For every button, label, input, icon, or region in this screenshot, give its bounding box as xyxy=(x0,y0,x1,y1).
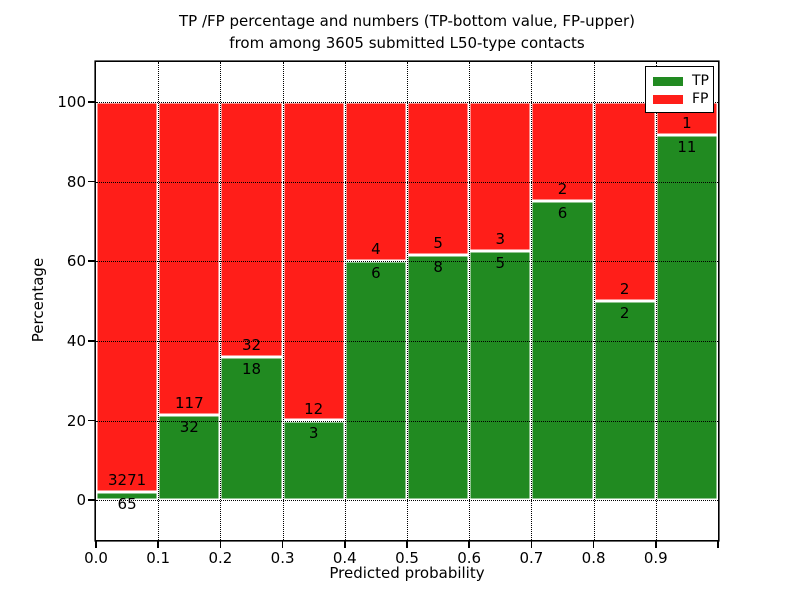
fp-count-label-0: 3271 xyxy=(108,471,147,490)
fp-count-label-1: 117 xyxy=(174,393,204,412)
x-tick-label-0.6: 0.6 xyxy=(457,549,482,567)
x-tick-mark-1 xyxy=(157,541,159,548)
tp-count-label-4: 6 xyxy=(371,264,381,283)
vertical-gridline-0.2 xyxy=(220,62,222,540)
vertical-gridline-0.7 xyxy=(531,62,533,540)
bar-segment-fp-0 xyxy=(96,101,159,493)
horizontal-gridline-40 xyxy=(96,340,718,342)
y-tick-label-0: 0 xyxy=(76,491,86,510)
y-tick-label-60: 60 xyxy=(66,252,86,271)
y-tick-label-100: 100 xyxy=(57,92,86,111)
y-tick-mark-80 xyxy=(88,180,96,183)
x-tick-mark-10 xyxy=(717,541,719,548)
tp-count-label-6: 5 xyxy=(495,254,506,273)
vertical-gridline-0.4 xyxy=(344,62,346,540)
bar-segment-tp-3 xyxy=(282,420,345,501)
fp-count-label-6: 3 xyxy=(495,230,506,249)
bar-segment-tp-4 xyxy=(344,261,407,501)
x-tick-label-0.0: 0.0 xyxy=(84,549,108,567)
bar-segment-fp-1 xyxy=(158,101,221,415)
fp-count-label-3: 12 xyxy=(304,399,324,418)
bar-segment-tp-2 xyxy=(220,356,283,501)
vertical-gridline-0.8 xyxy=(593,62,595,540)
horizontal-gridline-80 xyxy=(96,181,718,183)
tp-color-swatch-icon xyxy=(653,76,683,86)
chart-title-line-2: from among 3605 submitted L50-type conta… xyxy=(229,34,585,52)
vertical-gridline-0.6 xyxy=(469,62,471,540)
x-tick-mark-5 xyxy=(406,541,408,548)
x-tick-label-0.4: 0.4 xyxy=(332,549,357,567)
vertical-gridline-0.5 xyxy=(407,62,408,540)
bar-segment-fp-6 xyxy=(469,101,532,252)
horizontal-gridline-60 xyxy=(96,261,718,263)
chart-title-line-1: TP /FP percentage and numbers (TP-bottom… xyxy=(179,12,635,30)
y-tick-mark-20 xyxy=(88,419,96,422)
x-tick-label-0.9: 0.9 xyxy=(643,549,668,567)
x-tick-mark-8 xyxy=(592,541,595,548)
tp-count-label-1: 32 xyxy=(179,417,199,436)
bar-segment-tp-5 xyxy=(407,255,470,501)
y-tick-label-80: 80 xyxy=(66,172,86,191)
bar-segment-fp-7 xyxy=(531,101,594,202)
x-tick-label-0.8: 0.8 xyxy=(581,549,606,567)
x-tick-mark-3 xyxy=(281,541,284,548)
x-tick-label-0.2: 0.2 xyxy=(208,549,233,567)
vertical-gridline-0.9 xyxy=(655,62,657,540)
vertical-gridline-0.1 xyxy=(158,62,160,540)
horizontal-gridline-100 xyxy=(96,101,718,103)
bar-segment-fp-5 xyxy=(407,101,470,256)
fp-count-label-9: 1 xyxy=(682,114,692,133)
x-tick-label-0.5: 0.5 xyxy=(395,549,419,567)
horizontal-gridline-0 xyxy=(96,500,718,502)
x-tick-mark-4 xyxy=(344,541,346,548)
x-tick-label-0.7: 0.7 xyxy=(519,549,544,567)
bar-segment-tp-8 xyxy=(593,301,656,501)
y-tick-label-20: 20 xyxy=(66,411,86,430)
x-tick-mark-0 xyxy=(95,541,97,548)
y-tick-label-40: 40 xyxy=(66,331,86,350)
legend-entry-fp: FP xyxy=(646,90,713,108)
tp-count-label-7: 6 xyxy=(557,204,568,223)
legend-label-tp: TP xyxy=(692,73,709,89)
y-tick-mark-40 xyxy=(88,340,96,342)
x-tick-mark-6 xyxy=(468,541,470,548)
x-tick-mark-9 xyxy=(655,541,657,548)
bar-segment-fp-2 xyxy=(220,101,283,357)
x-tick-label-0.1: 0.1 xyxy=(146,549,171,567)
vertical-gridline-0.3 xyxy=(282,62,284,540)
bar-segment-tp-9 xyxy=(655,135,718,501)
legend-entry-tp: TP xyxy=(646,72,713,90)
y-tick-mark-0 xyxy=(88,499,96,501)
tp-count-label-5: 8 xyxy=(433,258,443,277)
bar-segment-tp-6 xyxy=(469,251,532,501)
y-tick-mark-100 xyxy=(88,101,96,103)
legend-label-fp: FP xyxy=(692,91,709,107)
x-tick-mark-7 xyxy=(530,541,533,548)
y-axis-label: Percentage xyxy=(29,257,47,343)
tp-count-label-2: 18 xyxy=(241,359,262,378)
bar-segment-tp-7 xyxy=(531,201,594,501)
tp-count-label-3: 3 xyxy=(308,423,319,442)
bar-segment-fp-8 xyxy=(593,101,656,301)
x-axis-label: Predicted probability xyxy=(329,564,485,582)
fp-count-label-8: 2 xyxy=(619,280,630,298)
tp-count-label-9: 11 xyxy=(677,138,697,157)
tp-count-label-8: 2 xyxy=(619,304,630,322)
bar-segment-tp-0 xyxy=(96,492,159,501)
plot-area: 3271 65 117 32 32 18 12 3 4 6 5 8 3 5 2 6 2 2 1 11 xyxy=(96,62,718,540)
y-tick-mark-60 xyxy=(88,260,96,262)
x-tick-mark-2 xyxy=(219,541,222,548)
fp-count-label-7: 2 xyxy=(557,180,568,199)
x-tick-label-0.3: 0.3 xyxy=(270,549,295,567)
fp-color-swatch-icon xyxy=(653,94,683,104)
fp-count-label-2: 32 xyxy=(241,335,262,354)
bar-segment-tp-1 xyxy=(158,414,221,501)
legend: TP FP xyxy=(645,66,714,113)
bar-segment-fp-4 xyxy=(344,101,407,262)
fp-count-label-4: 4 xyxy=(371,240,381,259)
tp-count-label-0: 65 xyxy=(117,495,137,514)
horizontal-gridline-20 xyxy=(96,420,718,422)
fp-count-label-5: 5 xyxy=(433,234,443,253)
